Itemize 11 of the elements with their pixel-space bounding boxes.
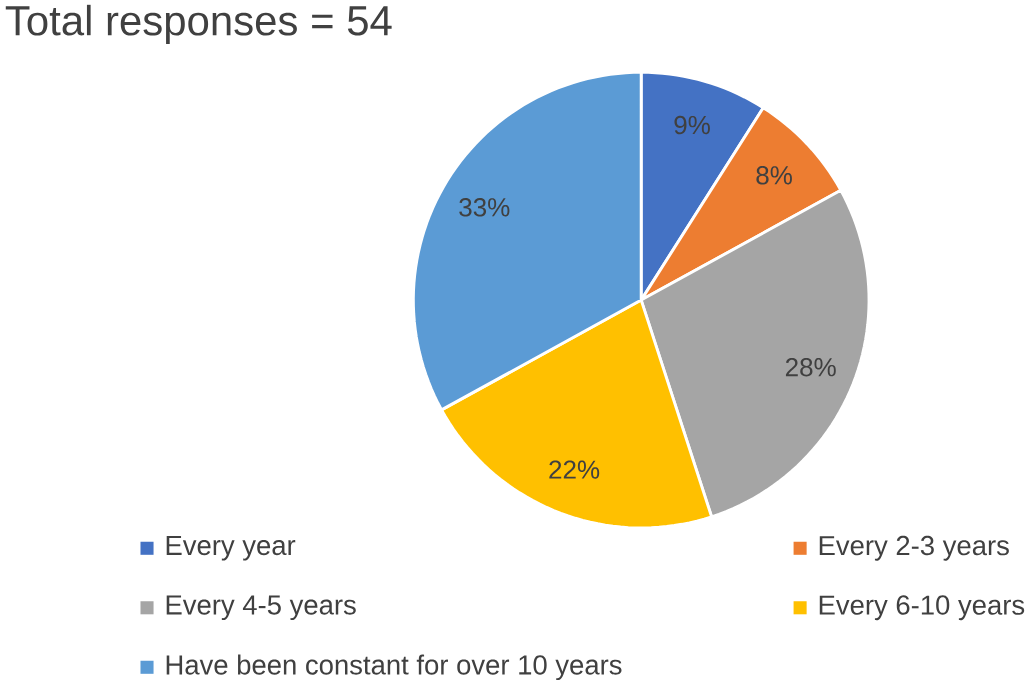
chart-title: Total responses = 54 [5,4,392,44]
legend-label: Every 6-10 years [819,595,1025,621]
legend-label: Every 4-5 years [166,595,356,621]
legend-label: Every 2-3 years [819,535,1009,561]
data-label: 22% [549,460,600,479]
data-label: 8% [756,166,792,185]
data-label: 28% [785,358,836,377]
data-label: 33% [459,198,510,217]
data-label: 9% [674,115,710,135]
legend-label: Have been constant for over 10 years [166,654,622,681]
legend-label: Every year [166,536,296,561]
